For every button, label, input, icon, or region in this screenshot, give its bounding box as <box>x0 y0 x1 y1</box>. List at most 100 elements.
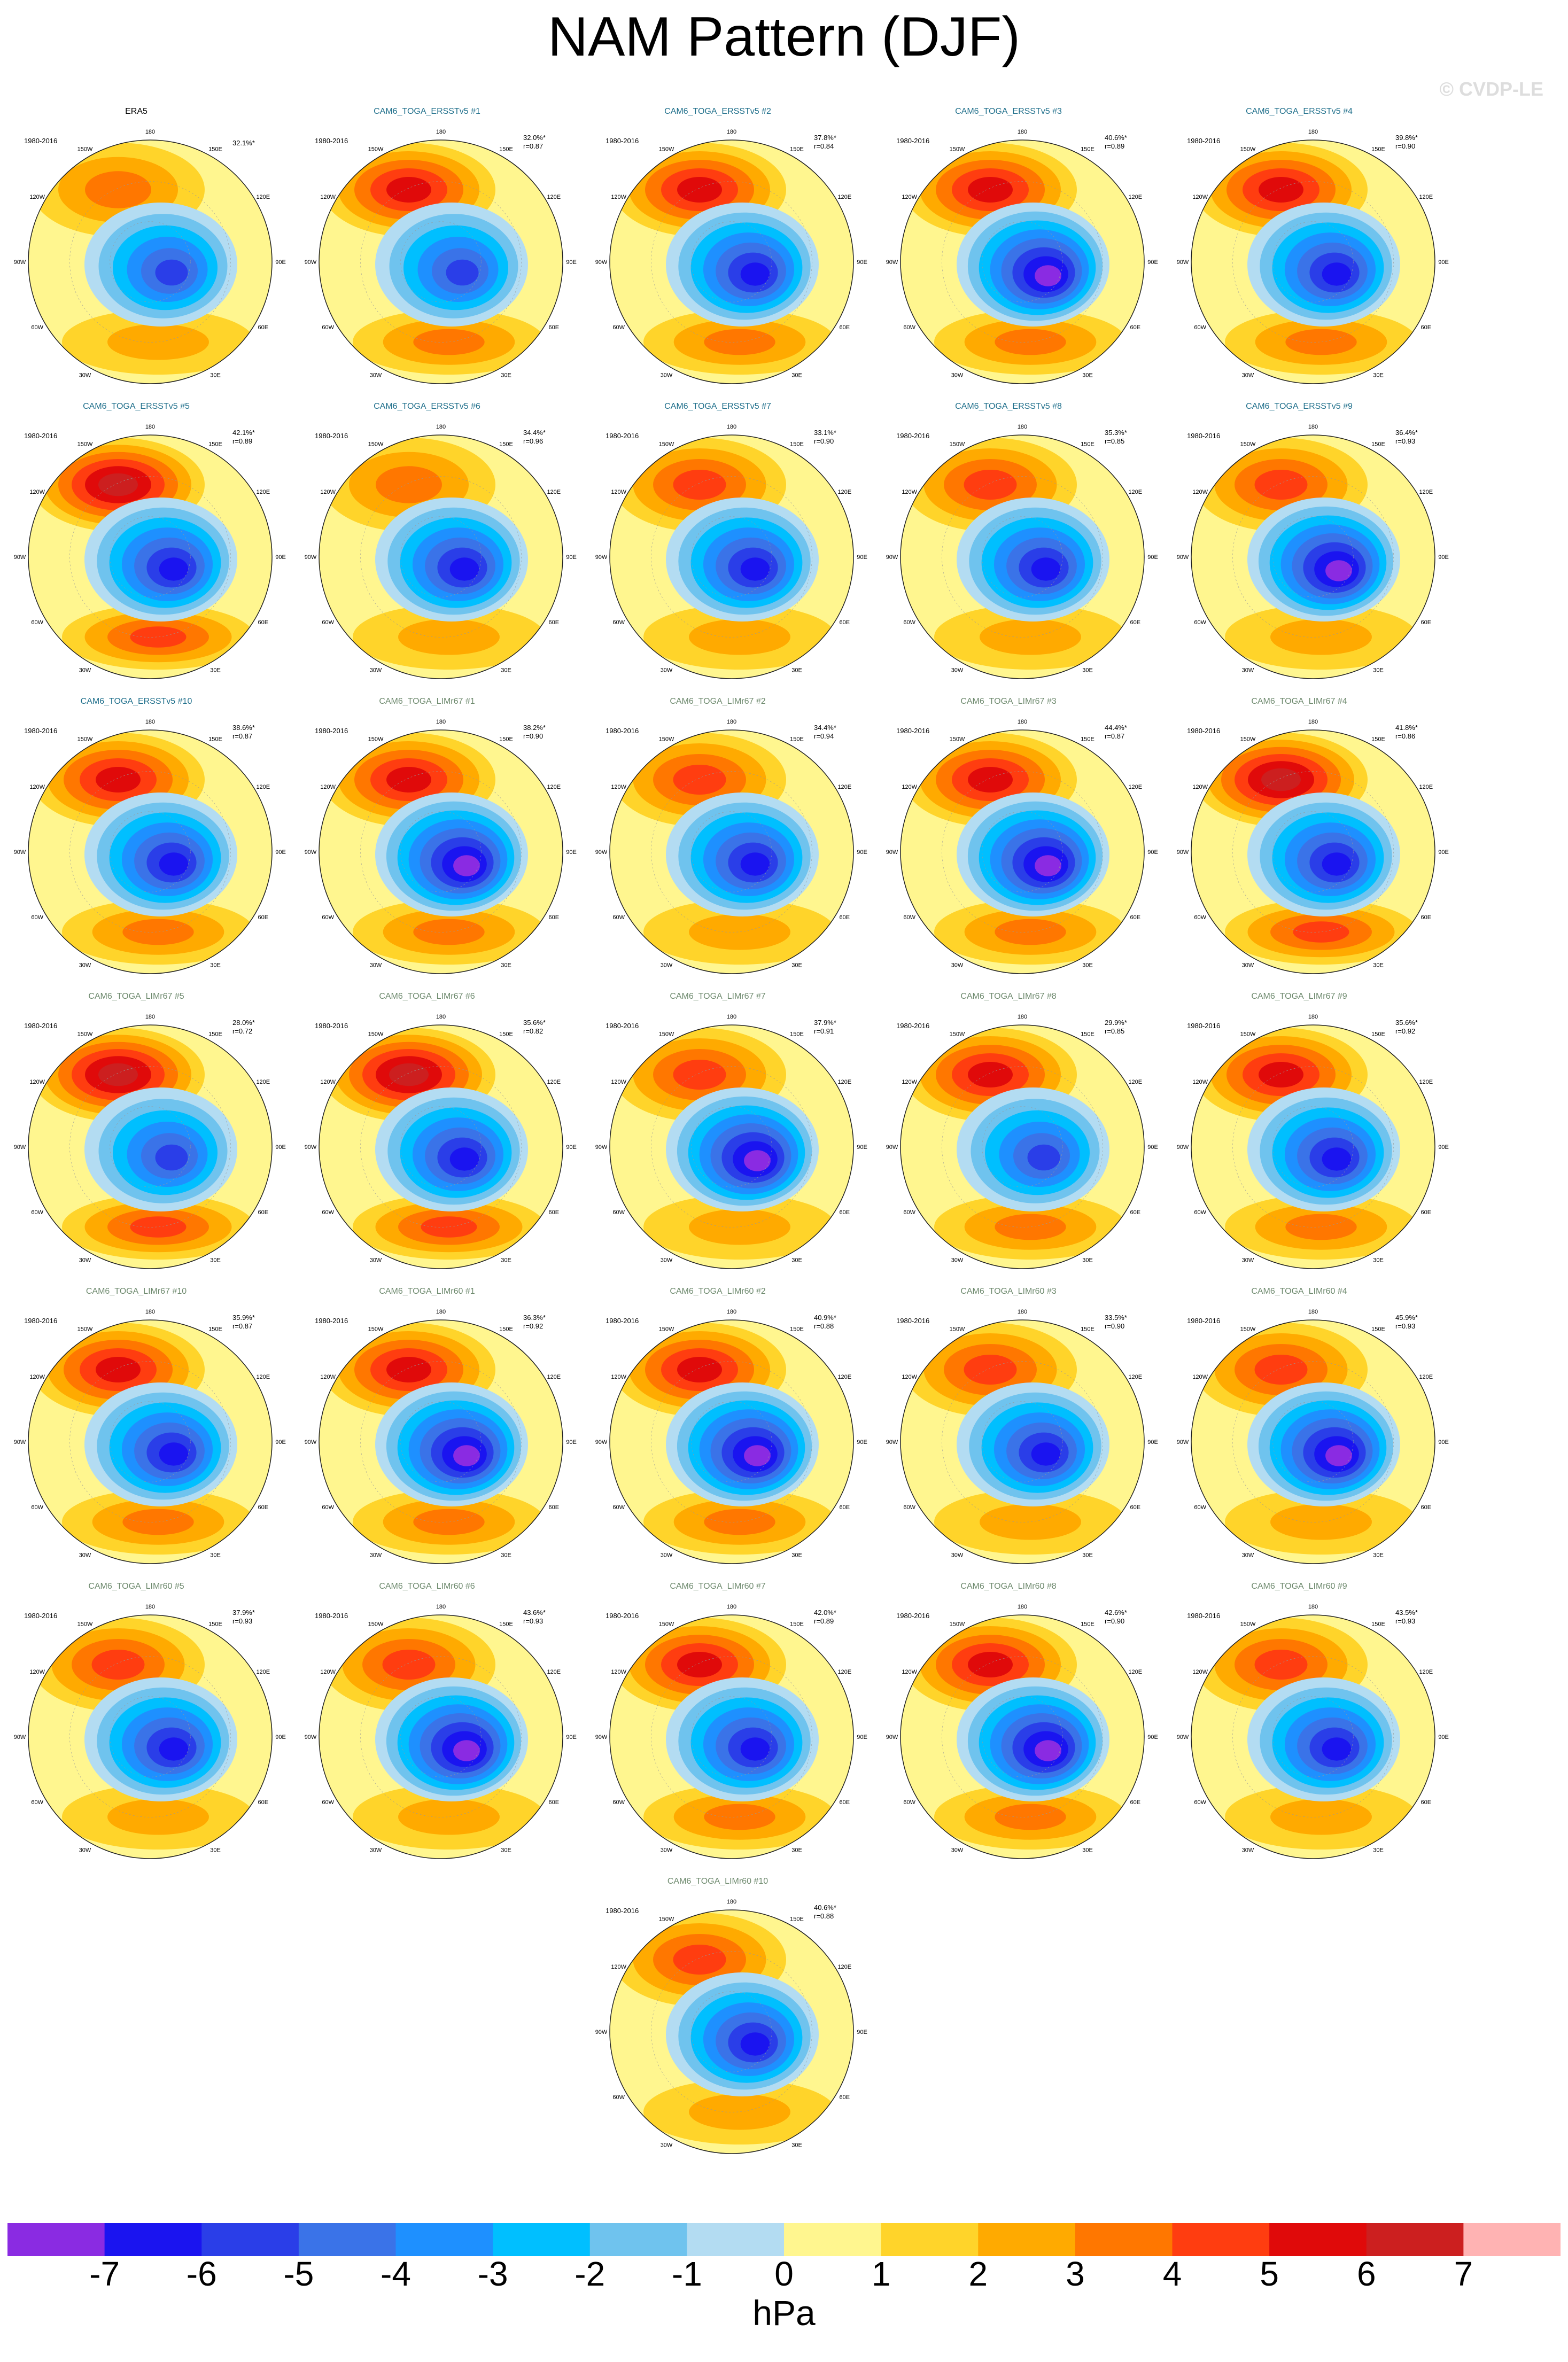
panel-period: 1980-2016 <box>896 1022 930 1030</box>
map-panel: CAM6_TOGA_LIMr60 #2 1980-2016 40.9%* r=0.88… <box>595 1287 873 1570</box>
panel-period: 1980-2016 <box>1187 137 1221 145</box>
longitude-label: 30W <box>661 962 673 968</box>
longitude-label: 150W <box>950 441 965 448</box>
map-panel: CAM6_TOGA_ERSSTv5 #4 1980-2016 39.8%* r=0.9… <box>1176 107 1454 390</box>
arctic-negative-contour <box>453 855 480 876</box>
longitude-label: 30W <box>79 1847 91 1853</box>
panel-variance-pct: 42.0%* <box>814 1609 836 1617</box>
longitude-label: 120W <box>29 1079 45 1085</box>
map-panel: CAM6_TOGA_LIMr60 #3 1980-2016 33.5%* r=0.90… <box>886 1287 1163 1570</box>
latitude-circle <box>1272 1106 1354 1187</box>
longitude-label: 60W <box>903 1799 915 1806</box>
panel-period: 1980-2016 <box>606 137 639 145</box>
map-border <box>28 1614 273 1859</box>
longitude-label: 150W <box>659 1326 674 1333</box>
latitude-circle <box>1232 771 1394 933</box>
pacific-positive-contour <box>677 177 722 203</box>
latitude-circle <box>942 1361 1103 1522</box>
polar-map: 180150E120E90E60E30E030W60W90W120W150W <box>1177 1014 1449 1275</box>
latitude-circle <box>982 221 1063 302</box>
longitude-label: 60E <box>258 619 269 626</box>
arctic-negative-contour <box>1027 1144 1060 1171</box>
panel-period: 1980-2016 <box>896 137 930 145</box>
longitude-label: 30W <box>370 962 382 968</box>
panel-pattern-correlation: r=0.86 <box>1395 732 1416 740</box>
longitude-label: 150W <box>1240 441 1256 448</box>
map-border <box>609 729 854 974</box>
atlantic-positive-contour <box>995 1804 1066 1830</box>
longitude-label: 180 <box>727 129 736 135</box>
arctic-negative-contour <box>453 1445 480 1466</box>
longitude-label: 150W <box>77 441 93 448</box>
longitude-label: 30W <box>661 1257 673 1263</box>
colorbar-swatch <box>978 2223 1076 2256</box>
longitude-label: 60E <box>1130 1209 1141 1216</box>
latitude-circle <box>651 1361 812 1522</box>
pacific-positive-contour <box>91 1650 145 1680</box>
longitude-label: 150W <box>659 1031 674 1038</box>
longitude-label: 150E <box>1081 1031 1095 1038</box>
longitude-label: 150E <box>790 1916 804 1923</box>
panel-title: CAM6_TOGA_ERSSTv5 #9 <box>1246 402 1353 411</box>
panel-pattern-correlation: r=0.90 <box>814 437 834 445</box>
panel-title: CAM6_TOGA_ERSSTv5 #10 <box>80 697 192 706</box>
latitude-circle <box>1272 1696 1354 1777</box>
polar-map: 180150E120E90E60E30E030W60W90W120W150W <box>14 129 286 390</box>
longitude-label: 90E <box>275 849 286 856</box>
longitude-label: 0 <box>730 1864 733 1865</box>
longitude-label: 60E <box>840 1799 850 1806</box>
panel-variance-pct: 35.9%* <box>232 1314 255 1322</box>
atlantic-positive-contour <box>689 619 790 655</box>
longitude-label: 150W <box>950 146 965 153</box>
latitude-circle <box>69 1066 231 1227</box>
longitude-label: 60W <box>31 914 43 921</box>
longitude-label: 30E <box>1373 372 1384 378</box>
longitude-label: 60W <box>322 324 334 331</box>
atlantic-positive-contour <box>1293 921 1349 943</box>
latitude-circle <box>982 1401 1063 1482</box>
longitude-label: 90E <box>857 554 867 561</box>
longitude-label: 150W <box>77 736 93 743</box>
panel-title: CAM6_TOGA_LIMr67 #8 <box>960 992 1057 1001</box>
longitude-label: 180 <box>1308 1604 1318 1610</box>
panel-pattern-correlation: r=0.82 <box>523 1027 544 1035</box>
longitude-label: 120E <box>547 784 561 790</box>
polar-map: 180150E120E90E60E30E030W60W90W120W150W <box>14 1604 286 1865</box>
colorbar-tick-label: 1 <box>871 2255 891 2293</box>
longitude-label: 150E <box>790 441 804 448</box>
pacific-positive-contour <box>96 1357 141 1382</box>
longitude-label: 120E <box>256 489 270 495</box>
longitude-label: 120W <box>611 489 626 495</box>
longitude-label: 30E <box>791 1257 802 1263</box>
map-border <box>319 729 563 974</box>
panel-pattern-correlation: r=0.89 <box>814 1617 834 1625</box>
longitude-label: 30W <box>370 1552 382 1558</box>
panel-variance-pct: 36.3%* <box>523 1314 546 1322</box>
map-border <box>609 1319 854 1564</box>
longitude-label: 120E <box>1419 489 1433 495</box>
longitude-label: 150E <box>1081 1621 1095 1628</box>
polar-map: 180150E120E90E60E30E030W60W90W120W150W <box>886 424 1158 685</box>
longitude-label: 60E <box>549 1799 560 1806</box>
polar-map: 180150E120E90E60E30E030W60W90W120W150W <box>595 1309 867 1570</box>
polar-map: 180150E120E90E60E30E030W60W90W120W150W <box>1177 1309 1449 1570</box>
pacific-positive-contour <box>382 1650 436 1680</box>
arctic-negative-contour <box>446 259 479 286</box>
map-panel: CAM6_TOGA_ERSSTv5 #7 1980-2016 33.1%* r=0.9… <box>595 402 873 685</box>
longitude-label: 150E <box>208 146 222 153</box>
longitude-label: 150W <box>659 1621 674 1628</box>
longitude-label: 120E <box>1419 194 1433 200</box>
longitude-label: 90W <box>886 1439 898 1446</box>
longitude-label: 180 <box>1018 424 1027 430</box>
longitude-label: 120W <box>29 1669 45 1675</box>
longitude-label: 120E <box>1419 1374 1433 1380</box>
longitude-label: 150W <box>1240 736 1256 743</box>
map-panel: CAM6_TOGA_ERSSTv5 #5 1980-2016 42.1%* r=0.8… <box>13 402 291 685</box>
atlantic-positive-contour <box>1285 329 1357 355</box>
map-panel: CAM6_TOGA_LIMr67 #1 1980-2016 38.2%* r=0.90… <box>304 697 582 980</box>
latitude-circle <box>651 771 812 933</box>
longitude-label: 60W <box>31 619 43 626</box>
map-border <box>28 1319 273 1564</box>
panel-pattern-correlation: r=0.72 <box>232 1027 253 1035</box>
latitude-circle <box>942 1656 1103 1817</box>
